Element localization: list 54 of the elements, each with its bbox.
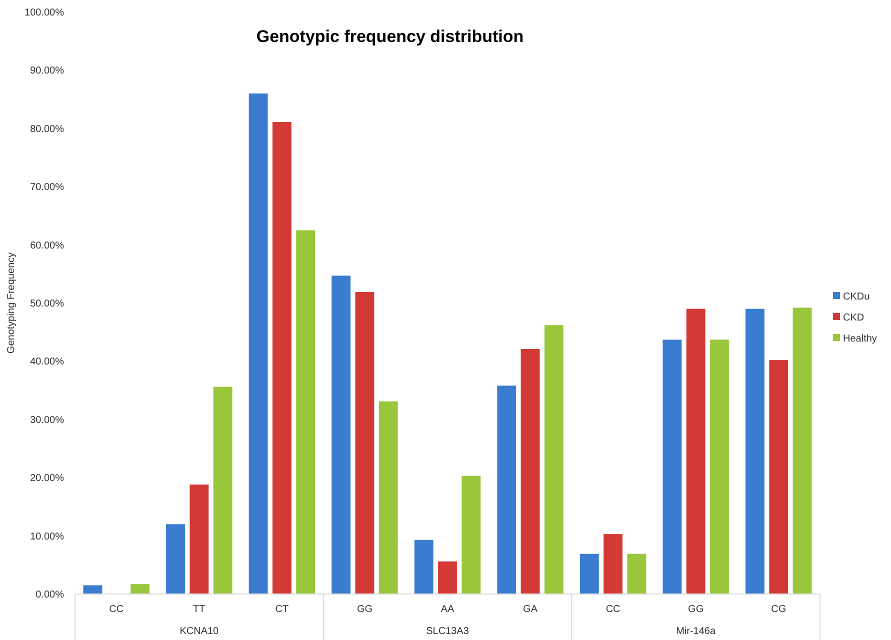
bar — [296, 230, 316, 594]
y-tick-label: 0.00% — [36, 590, 64, 600]
bar — [414, 540, 434, 594]
bar — [166, 524, 185, 594]
x-tick-label: GG — [356, 604, 373, 615]
x-tick-label: AA — [440, 604, 454, 615]
bar — [130, 584, 150, 594]
y-tick-label: 30.00% — [30, 414, 64, 426]
bar — [213, 386, 232, 594]
y-tick-label: 10.00% — [30, 531, 64, 542]
bar — [520, 348, 540, 594]
bar — [190, 484, 209, 594]
bar — [272, 122, 292, 594]
bar — [332, 276, 351, 594]
bar — [438, 561, 457, 594]
legend-label: CKD — [843, 312, 864, 324]
text: KCNA10 — [180, 626, 220, 637]
bar — [248, 93, 268, 594]
bar — [604, 534, 623, 594]
x-tick-label: CG — [771, 604, 786, 615]
bar — [378, 401, 398, 594]
text: Mir-146a — [676, 626, 716, 637]
y-tick-label: 40.00% — [30, 356, 64, 368]
y-tick-label: 20.00% — [30, 473, 64, 484]
x-tick-label: GA — [523, 604, 538, 615]
x-tick-label: GG — [688, 604, 704, 615]
y-tick-label: 70.00% — [30, 182, 64, 194]
legend-label: CKDu — [843, 292, 870, 302]
x-tick-label: CC — [606, 604, 620, 615]
bar — [355, 292, 374, 594]
bar — [497, 386, 516, 594]
y-axis-title: Genotyping Frequency — [6, 252, 17, 354]
bar — [746, 308, 764, 594]
bar — [462, 476, 481, 594]
bar — [769, 360, 788, 594]
y-tick-label: 100.00% — [24, 8, 64, 18]
x-tick-label: CT — [275, 604, 289, 615]
bar — [662, 340, 682, 594]
bar — [686, 308, 706, 594]
text: SLC13A3 — [426, 626, 470, 637]
y-tick-label: 60.00% — [30, 240, 64, 252]
y-tick-label: 50.00% — [30, 298, 64, 310]
bar — [710, 340, 729, 594]
bar — [544, 325, 564, 594]
bar — [627, 554, 646, 594]
text: Genotypic frequency distribution — [256, 27, 524, 46]
x-tick-label: CC — [109, 604, 124, 615]
bar — [83, 585, 102, 594]
y-tick-label: 90.00% — [30, 66, 64, 77]
x-tick-label: TT — [193, 604, 206, 615]
bar — [792, 308, 812, 594]
y-tick-label: 80.00% — [30, 124, 64, 135]
bar — [580, 554, 599, 594]
legend-label: Healthy — [843, 334, 877, 344]
